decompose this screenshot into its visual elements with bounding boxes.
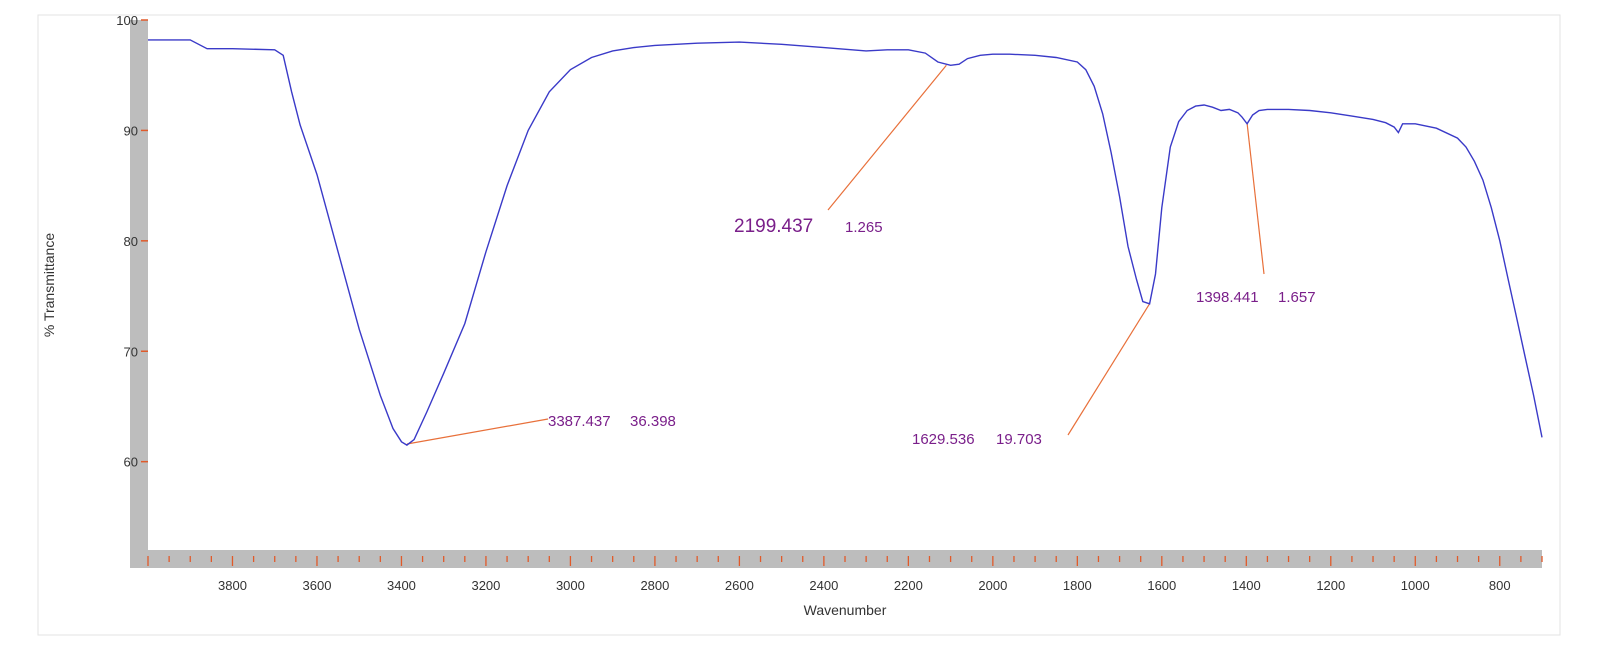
y-tick-label: 60 (124, 455, 138, 470)
x-tick-label: 1000 (1401, 578, 1430, 593)
annotation-leaders (406, 64, 1265, 445)
x-tick-label: 1800 (1063, 578, 1092, 593)
x-tick-label: 1200 (1316, 578, 1345, 593)
x-tick-label: 2600 (725, 578, 754, 593)
x-axis-title: Wavenumber (804, 602, 887, 618)
annotation-leader-line (1067, 303, 1151, 436)
y-axis-title: % Transmittance (41, 233, 57, 337)
x-tick-label: 2000 (978, 578, 1007, 593)
y-tick-label: 100 (116, 13, 138, 28)
annotation-2199-value: 1.265 (845, 219, 883, 236)
y-tick-label: 90 (124, 123, 138, 138)
y-axis-ticks: 60 70 80 90 100 (116, 13, 148, 470)
annotation-1398-value: 1.657 (1278, 289, 1316, 306)
spectrum-line (148, 39, 1543, 446)
y-tick-label: 70 (124, 344, 138, 359)
annotation-leader-line (827, 64, 947, 211)
plot-area (148, 20, 1542, 550)
annotation-1629-label: 1629.536 (912, 431, 975, 448)
annotation-leader-line (406, 418, 549, 445)
x-tick-label: 3800 (218, 578, 247, 593)
x-axis-band (130, 550, 1542, 568)
annotation-3387-label: 3387.437 (548, 413, 611, 430)
x-tick-label: 1400 (1232, 578, 1261, 593)
y-axis-band (130, 20, 148, 568)
x-tick-label: 3400 (387, 578, 416, 593)
annotation-3387-value: 36.398 (630, 413, 676, 430)
y-tick-label: 80 (124, 234, 138, 249)
x-tick-label: 3000 (556, 578, 585, 593)
x-tick-label: 2800 (640, 578, 669, 593)
x-tick-label: 3200 (471, 578, 500, 593)
x-tick-label: 2400 (809, 578, 838, 593)
annotation-1398-label: 1398.441 (1196, 289, 1259, 306)
annotation-1629-value: 19.703 (996, 431, 1042, 448)
x-tick-label: 2200 (894, 578, 923, 593)
x-axis-ticks: 3800 3600 3400 3200 3000 2800 2600 2400 2200 2000… (147, 556, 1543, 593)
x-tick-label: 1600 (1147, 578, 1176, 593)
x-tick-label: 3600 (303, 578, 332, 593)
annotation-2199-label: 2199.437 (734, 216, 813, 237)
x-tick-label: 800 (1489, 578, 1511, 593)
annotation-leader-line (1246, 123, 1265, 275)
